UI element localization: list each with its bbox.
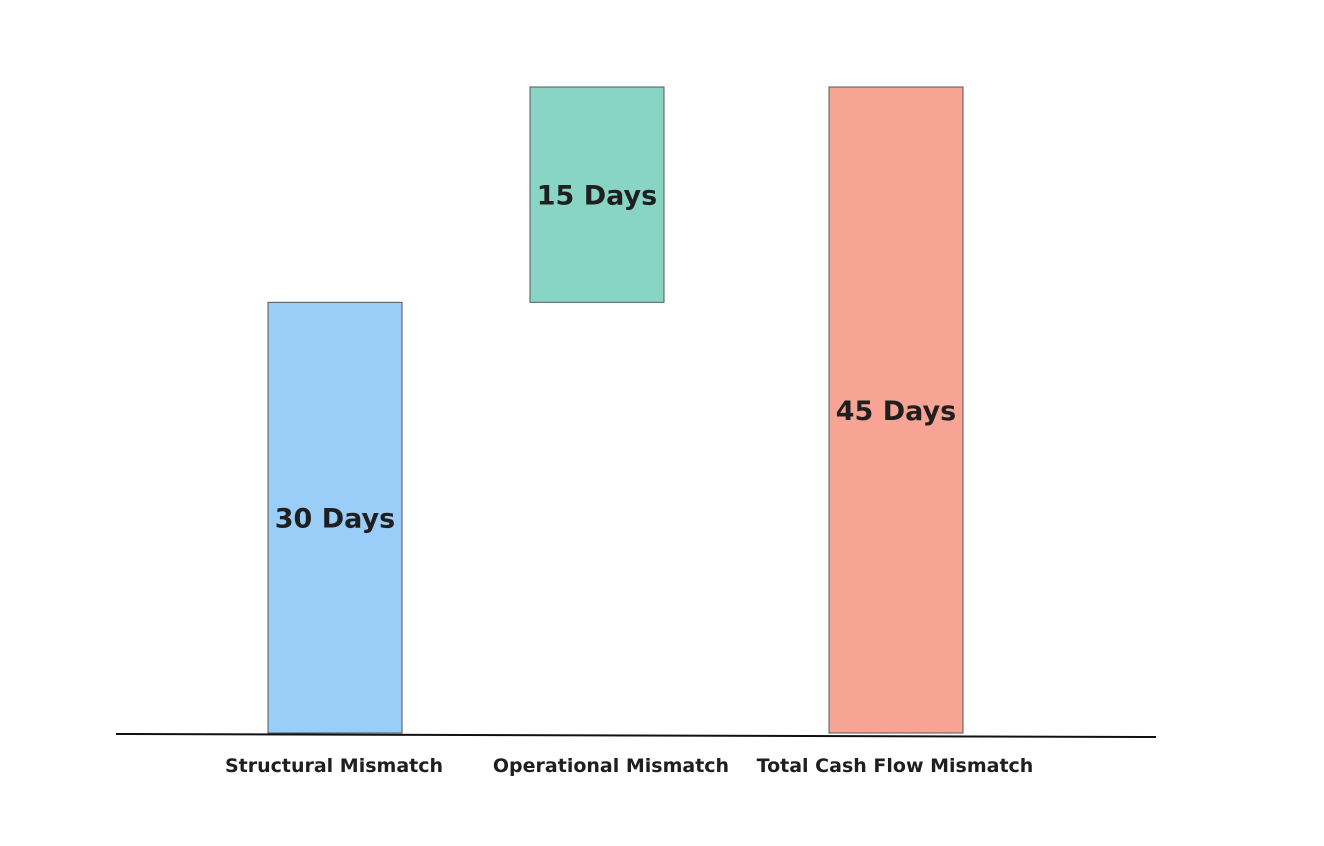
bar-value-label-2: 45 Days: [836, 396, 956, 427]
bar-2: [828, 86, 964, 734]
category-label-1: Operational Mismatch: [493, 755, 729, 777]
bars-layer: [267, 86, 964, 734]
bar-value-label-0: 30 Days: [275, 504, 395, 535]
bar-1: [529, 86, 665, 303]
bar-value-label-1: 15 Days: [537, 181, 657, 212]
category-label-2: Total Cash Flow Mismatch: [757, 755, 1034, 777]
x-axis-baseline: [115, 733, 1157, 738]
labels-layer: 30 Days 15 Days 45 Days Structural Mismatch…: [225, 181, 1033, 777]
category-label-0: Structural Mismatch: [225, 755, 443, 777]
bar-0: [267, 301, 403, 734]
